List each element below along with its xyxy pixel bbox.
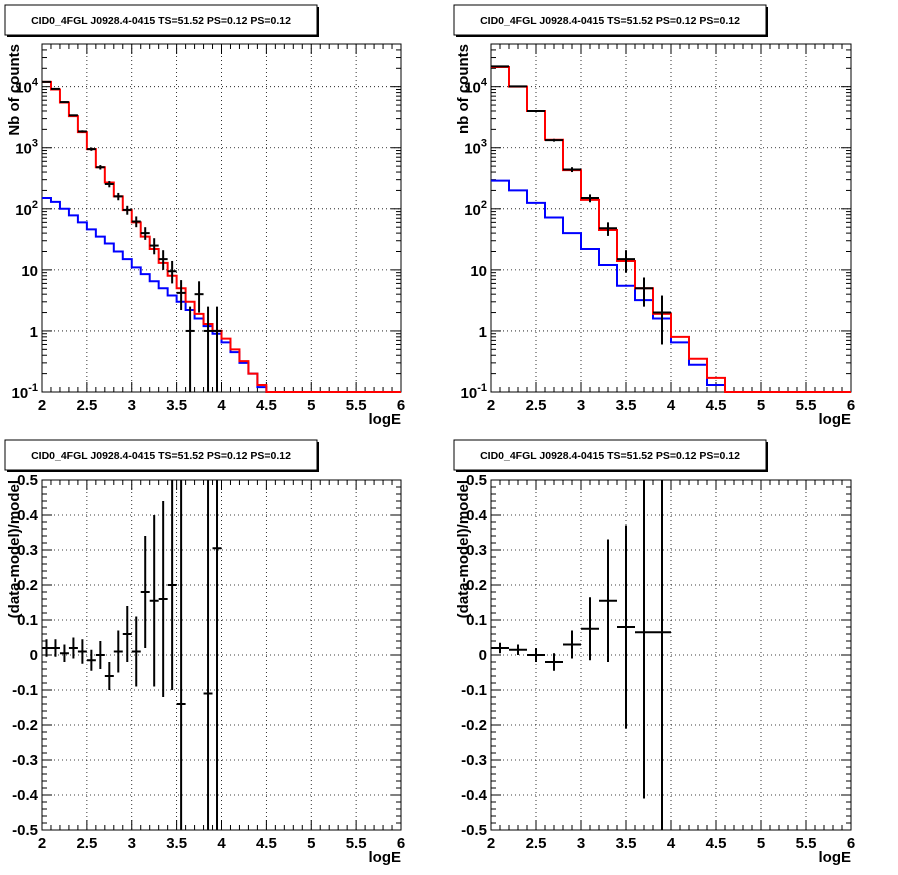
y-tick-label: 10 — [21, 263, 38, 280]
x-tick-label: 4.5 — [256, 835, 277, 852]
y-tick-label: 102 — [464, 199, 487, 219]
x-tick-label: 6 — [397, 397, 405, 414]
y-tick-label: 0.1 — [466, 612, 487, 629]
x-tick-label: 4 — [217, 397, 226, 414]
title-box — [4, 439, 318, 471]
x-tick-label: 5 — [757, 397, 765, 414]
y-tick-label: 10 — [470, 263, 487, 280]
y-tick-label: 0.4 — [17, 507, 39, 524]
x-tick-label: 6 — [847, 397, 855, 414]
chart-panel-3: CID0_4FGL J0928.4-0415 TS=51.52 PS=0.12 … — [4, 439, 405, 866]
x-tick-label: 4.5 — [256, 397, 277, 414]
x-tick-label: 2.5 — [526, 397, 547, 414]
x-tick-label: 3 — [577, 835, 585, 852]
y-tick-label: 0 — [30, 647, 38, 664]
y-axis-label: (data-model)/model — [6, 480, 23, 618]
x-tick-label: 2.5 — [526, 835, 547, 852]
y-axis-label: nb of counts — [455, 44, 472, 134]
y-tick-label: 0 — [479, 647, 487, 664]
x-tick-label: 5 — [757, 835, 765, 852]
y-axis-label: Nb of counts — [6, 44, 23, 136]
x-tick-label: 2.5 — [76, 397, 97, 414]
y-tick-label: 10-1 — [12, 382, 38, 402]
x-tick-label: 5.5 — [346, 835, 367, 852]
x-axis-label: logE — [369, 849, 402, 866]
y-tick-label: -0.3 — [12, 752, 38, 769]
y-tick-label: -0.3 — [461, 752, 487, 769]
series-line-blue — [42, 197, 401, 393]
x-axis-label: logE — [819, 849, 852, 866]
chart-title: CID0_4FGL J0928.4-0415 TS=51.52 PS=0.12 … — [480, 15, 740, 27]
y-tick-label: 0.2 — [17, 577, 38, 594]
x-axis-label: logE — [819, 411, 852, 428]
y-tick-label: 104 — [15, 77, 39, 97]
chart-title: CID0_4FGL J0928.4-0415 TS=51.52 PS=0.12 … — [31, 450, 291, 462]
y-tick-label: -0.4 — [461, 787, 488, 804]
y-tick-label: 1 — [479, 324, 487, 341]
y-tick-label: 103 — [15, 138, 38, 158]
title-box — [453, 4, 767, 36]
x-tick-label: 2 — [487, 397, 495, 414]
y-tick-label: 104 — [464, 77, 488, 97]
y-axis-label: (data-model)/model — [455, 480, 472, 618]
x-tick-label: 4.5 — [706, 835, 727, 852]
y-tick-label: -0.2 — [12, 717, 38, 734]
x-tick-label: 5.5 — [346, 397, 367, 414]
y-tick-label: 0.4 — [466, 507, 488, 524]
y-tick-label: 10-1 — [461, 382, 487, 402]
y-tick-label: 103 — [464, 138, 487, 158]
y-tick-label: -0.5 — [12, 822, 38, 839]
x-tick-label: 3.5 — [166, 835, 187, 852]
y-tick-label: 0.3 — [17, 542, 38, 559]
y-tick-label: 0.1 — [17, 612, 38, 629]
y-tick-label: -0.2 — [461, 717, 487, 734]
x-tick-label: 5.5 — [796, 397, 817, 414]
x-axis-label: logE — [369, 411, 402, 428]
x-tick-label: 2 — [487, 835, 495, 852]
chart-title: CID0_4FGL J0928.4-0415 TS=51.52 PS=0.12 … — [480, 450, 740, 462]
chart-panel-1: CID0_4FGL J0928.4-0415 TS=51.52 PS=0.12 … — [4, 4, 405, 428]
x-tick-label: 3.5 — [166, 397, 187, 414]
y-tick-label: 102 — [15, 199, 38, 219]
y-tick-label: 0.5 — [466, 472, 487, 489]
x-tick-label: 2 — [38, 397, 46, 414]
y-tick-label: 0.3 — [466, 542, 487, 559]
chart-title: CID0_4FGL J0928.4-0415 TS=51.52 PS=0.12 … — [31, 15, 291, 27]
title-box — [4, 4, 318, 36]
y-tick-label: -0.4 — [12, 787, 39, 804]
x-tick-label: 5 — [307, 835, 315, 852]
x-tick-label: 4 — [217, 835, 226, 852]
y-tick-label: -0.1 — [12, 682, 38, 699]
x-tick-label: 2.5 — [76, 835, 97, 852]
x-tick-label: 5.5 — [796, 835, 817, 852]
x-tick-label: 4.5 — [706, 397, 727, 414]
x-tick-label: 3 — [128, 397, 136, 414]
x-tick-label: 6 — [847, 835, 855, 852]
chart-panel-2: CID0_4FGL J0928.4-0415 TS=51.52 PS=0.12 … — [453, 4, 855, 428]
y-tick-label: -0.5 — [461, 822, 487, 839]
x-tick-label: 4 — [667, 397, 676, 414]
y-tick-label: 0.5 — [17, 472, 38, 489]
title-box — [453, 439, 767, 471]
x-tick-label: 2 — [38, 835, 46, 852]
x-tick-label: 5 — [307, 397, 315, 414]
x-tick-label: 3 — [128, 835, 136, 852]
x-tick-label: 3.5 — [616, 397, 637, 414]
x-tick-label: 3.5 — [616, 835, 637, 852]
x-tick-label: 4 — [667, 835, 676, 852]
chart-panel-4: CID0_4FGL J0928.4-0415 TS=51.52 PS=0.12 … — [453, 439, 855, 866]
x-tick-label: 3 — [577, 397, 585, 414]
y-tick-label: -0.1 — [461, 682, 487, 699]
y-tick-label: 1 — [30, 324, 38, 341]
x-tick-label: 6 — [397, 835, 405, 852]
y-tick-label: 0.2 — [466, 577, 487, 594]
